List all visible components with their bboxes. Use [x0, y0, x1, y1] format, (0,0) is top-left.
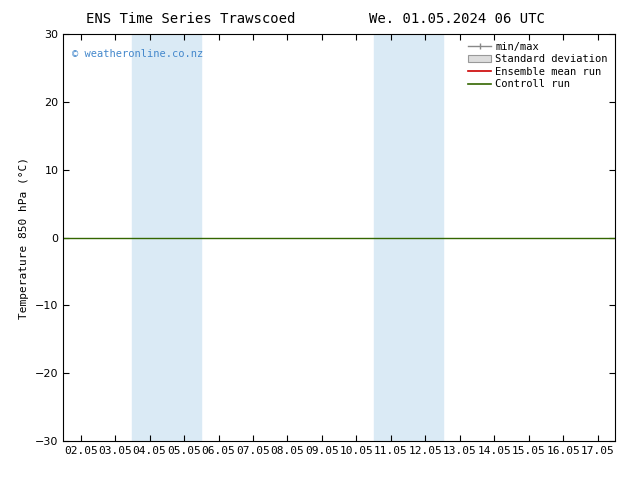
Y-axis label: Temperature 850 hPa (°C): Temperature 850 hPa (°C) [20, 157, 30, 318]
Text: We. 01.05.2024 06 UTC: We. 01.05.2024 06 UTC [368, 12, 545, 26]
Bar [133, 34, 167, 441]
Legend: min/max, Standard deviation, Ensemble mean run, Controll run: min/max, Standard deviation, Ensemble me… [466, 40, 610, 92]
Bar [408, 34, 443, 441]
Bar [167, 34, 202, 441]
Text: ENS Time Series Trawscoed: ENS Time Series Trawscoed [86, 12, 295, 26]
Bar [373, 34, 408, 441]
Text: © weatheronline.co.nz: © weatheronline.co.nz [72, 49, 203, 58]
